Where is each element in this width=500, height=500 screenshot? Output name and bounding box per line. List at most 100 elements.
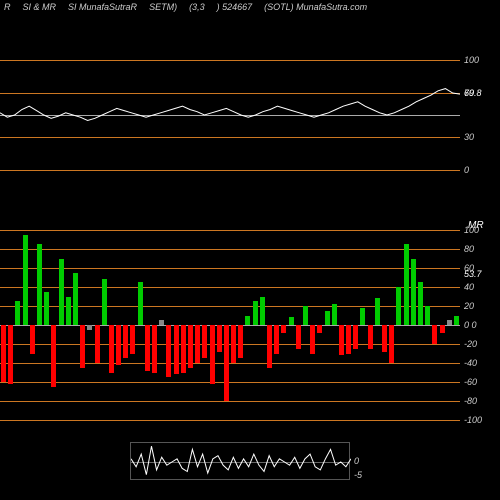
y-axis-label: 100 bbox=[464, 225, 479, 235]
mr-bar bbox=[368, 325, 373, 349]
mr-bar bbox=[260, 297, 265, 326]
y-axis-label: -20 bbox=[464, 339, 477, 349]
mr-bar bbox=[181, 325, 186, 373]
y-axis-label: -40 bbox=[464, 358, 477, 368]
gridline bbox=[0, 420, 460, 421]
gridline bbox=[0, 287, 460, 288]
mr-bar bbox=[310, 325, 315, 354]
header-item: ) 524667 bbox=[217, 2, 253, 16]
gridline bbox=[0, 363, 460, 364]
mr-bar bbox=[145, 325, 150, 371]
y-axis-label: -100 bbox=[464, 415, 482, 425]
mr-bar bbox=[87, 325, 92, 330]
y-axis-label: 40 bbox=[464, 282, 474, 292]
mr-bar bbox=[353, 325, 358, 349]
mr-bar bbox=[382, 325, 387, 352]
header-item: (SOTL) MunafaSutra.com bbox=[264, 2, 367, 16]
mr-bar bbox=[267, 325, 272, 368]
mr-bar bbox=[44, 292, 49, 325]
mr-bar bbox=[325, 311, 330, 325]
mr-bar bbox=[202, 325, 207, 358]
mr-bar bbox=[30, 325, 35, 354]
mr-bar bbox=[332, 304, 337, 325]
mr-bar bbox=[188, 325, 193, 368]
mr-bar bbox=[346, 325, 351, 354]
mr-bar bbox=[116, 325, 121, 365]
header-item: (3,3 bbox=[189, 2, 205, 16]
mini-label: -5 bbox=[354, 470, 362, 480]
mr-bar bbox=[281, 325, 286, 333]
mr-bar bbox=[404, 244, 409, 325]
mr-bar bbox=[224, 325, 229, 401]
mr-bar bbox=[210, 325, 215, 384]
y-axis-label: 0 0 bbox=[464, 320, 477, 330]
y-axis-label: -60 bbox=[464, 377, 477, 387]
mr-bar bbox=[95, 325, 100, 363]
mr-bar bbox=[73, 273, 78, 325]
mr-bar bbox=[425, 306, 430, 325]
mr-bar bbox=[8, 325, 13, 384]
mr-bar bbox=[66, 297, 71, 326]
mr-bar bbox=[411, 259, 416, 326]
mr-bar bbox=[159, 320, 164, 325]
mr-bar bbox=[296, 325, 301, 349]
y-axis-label: 80 bbox=[464, 244, 474, 254]
gridline bbox=[0, 382, 460, 383]
mr-bar bbox=[245, 316, 250, 326]
mini-line bbox=[131, 443, 351, 481]
mr-bar bbox=[317, 325, 322, 333]
mr-bar bbox=[109, 325, 114, 373]
gridline bbox=[0, 249, 460, 250]
gridline bbox=[0, 401, 460, 402]
gridline bbox=[0, 137, 460, 138]
mr-bar bbox=[152, 325, 157, 373]
header-item: SI MunafaSutraR bbox=[68, 2, 137, 16]
mr-bar bbox=[23, 235, 28, 325]
chart-header: R SI & MR SI MunafaSutraR SETM) (3,3 ) 5… bbox=[0, 0, 500, 18]
mini-label: 0 bbox=[354, 456, 359, 466]
mr-bar bbox=[1, 325, 6, 382]
mr-bar bbox=[396, 287, 401, 325]
mr-bar bbox=[375, 298, 380, 325]
mr-bar bbox=[418, 282, 423, 325]
mr-bar bbox=[238, 325, 243, 358]
gridline bbox=[0, 60, 460, 61]
gridline bbox=[0, 115, 460, 116]
mr-bar bbox=[440, 325, 445, 333]
mr-bar bbox=[59, 259, 64, 326]
y-axis-label: 30 bbox=[464, 132, 474, 142]
mr-bar bbox=[389, 325, 394, 363]
mr-bar bbox=[51, 325, 56, 387]
mr-bar bbox=[15, 301, 20, 325]
mr-bar bbox=[217, 325, 222, 352]
mr-bar bbox=[80, 325, 85, 368]
gridline bbox=[0, 230, 460, 231]
mr-bar bbox=[130, 325, 135, 354]
y-axis-label: 0 bbox=[464, 165, 469, 175]
gridline bbox=[0, 268, 460, 269]
mr-bar bbox=[166, 325, 171, 377]
mr-bar bbox=[447, 320, 452, 325]
mr-bar bbox=[454, 316, 459, 326]
mr-bar bbox=[195, 325, 200, 363]
mr-bar bbox=[138, 282, 143, 325]
y-axis-label: 100 bbox=[464, 55, 479, 65]
y-axis-label: -80 bbox=[464, 396, 477, 406]
y-axis-label: 20 bbox=[464, 301, 474, 311]
mr-bar bbox=[274, 325, 279, 354]
mr-value-label: 53.7 bbox=[464, 269, 482, 279]
mr-bar bbox=[303, 306, 308, 325]
mr-bar bbox=[37, 244, 42, 325]
header-item: SETM) bbox=[149, 2, 177, 16]
mr-bar bbox=[174, 325, 179, 374]
rsi-line bbox=[0, 0, 460, 500]
header-item: R bbox=[4, 2, 11, 16]
mr-bar bbox=[360, 308, 365, 325]
header-item: SI & MR bbox=[23, 2, 57, 16]
rsi-current-value: 69.8 bbox=[464, 88, 482, 98]
mr-bar bbox=[123, 325, 128, 358]
mr-bar bbox=[339, 325, 344, 355]
mr-bar bbox=[231, 325, 236, 363]
gridline bbox=[0, 170, 460, 171]
mr-bar bbox=[253, 301, 258, 325]
